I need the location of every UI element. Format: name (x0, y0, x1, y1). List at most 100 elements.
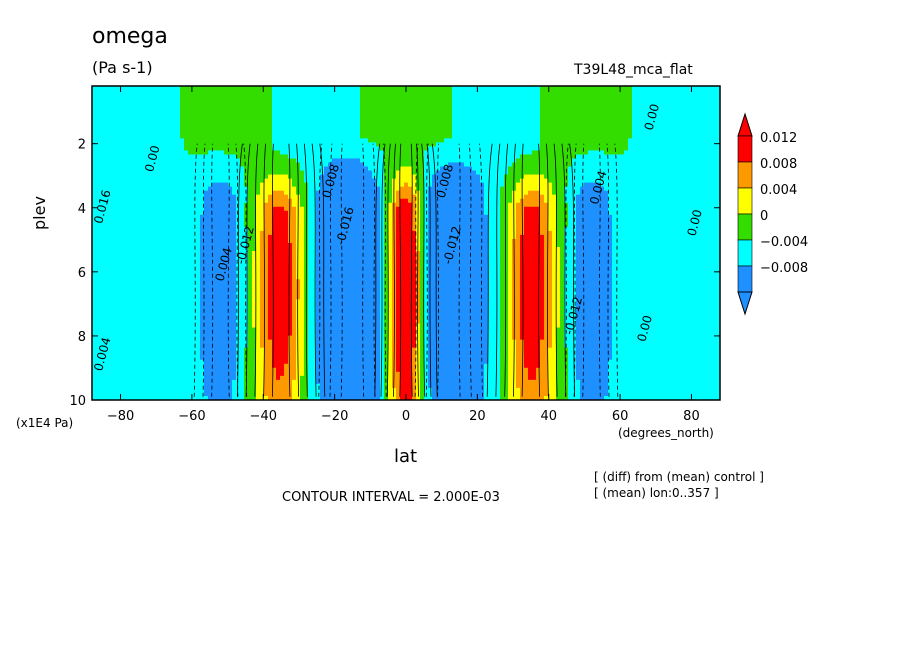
field-cell (128, 98, 133, 103)
field-cell (160, 367, 165, 373)
field-cell (160, 154, 165, 159)
field-cell (136, 130, 141, 135)
field-cell (108, 371, 113, 377)
field-cell (240, 214, 245, 220)
field-cell (240, 182, 245, 188)
field-cell (180, 391, 185, 397)
field-cell (196, 206, 201, 212)
field-cell (312, 295, 317, 300)
field-cell (256, 371, 261, 377)
field-cell (244, 134, 249, 139)
field-cell (100, 230, 105, 236)
field-cell (260, 343, 265, 349)
field-cell (96, 146, 101, 151)
field-cell (304, 391, 309, 397)
field-cell (264, 122, 269, 127)
field-cell (120, 395, 125, 401)
field-cell (260, 335, 265, 341)
field-cell (284, 243, 289, 248)
field-cell (292, 170, 297, 175)
field-cell (256, 106, 261, 111)
field-cell (232, 355, 237, 361)
field-cell (176, 387, 181, 393)
field-cell (208, 299, 213, 304)
field-cell (104, 94, 109, 99)
field-cell (276, 186, 281, 192)
chart-title: omega (92, 24, 168, 49)
field-cell (184, 271, 189, 276)
field-cell (248, 226, 253, 232)
field-cell (136, 391, 141, 397)
field-cell (196, 303, 201, 308)
field-cell (264, 315, 269, 320)
field-cell (256, 170, 261, 175)
field-cell (92, 90, 97, 95)
field-cell (132, 379, 137, 385)
field-cell (160, 259, 165, 264)
field-cell (172, 90, 177, 95)
field-cell (112, 130, 117, 135)
field-cell (176, 94, 181, 99)
field-cell (324, 251, 329, 256)
field-cell (132, 303, 137, 308)
field-cell (180, 174, 185, 179)
field-cell (204, 311, 209, 316)
field-cell (244, 154, 249, 159)
field-cell (260, 170, 265, 175)
field-cell (216, 263, 221, 268)
field-cell (276, 98, 281, 103)
field-cell (220, 198, 225, 204)
field-cell (276, 110, 281, 115)
field-cell (248, 182, 253, 188)
field-cell (212, 218, 217, 224)
field-cell (204, 367, 209, 373)
field-cell (292, 194, 297, 200)
field-cell (244, 126, 249, 131)
field-cell (136, 311, 141, 316)
field-cell (240, 375, 245, 381)
field-cell (328, 303, 333, 308)
field-cell (196, 110, 201, 115)
field-cell (288, 154, 293, 159)
field-cell (280, 94, 285, 99)
field-cell (144, 295, 149, 300)
field-cell (336, 283, 341, 288)
field-cell (196, 222, 201, 228)
field-cell (272, 102, 277, 107)
field-cell (276, 307, 281, 312)
field-cell (196, 230, 201, 236)
field-cell (196, 327, 201, 332)
field-cell (132, 351, 137, 357)
field-cell (300, 166, 305, 171)
field-cell (280, 154, 285, 159)
field-cell (188, 319, 193, 324)
field-cell (196, 287, 201, 292)
field-cell (284, 287, 289, 292)
field-cell (168, 367, 173, 373)
field-cell (208, 214, 213, 220)
field-cell (260, 371, 265, 377)
field-cell (164, 307, 169, 312)
field-cell (340, 311, 345, 316)
field-cell (160, 150, 165, 155)
field-cell (124, 299, 129, 304)
field-cell (220, 275, 225, 280)
field-cell (332, 166, 337, 171)
field-cell (268, 379, 273, 385)
field-cell (112, 331, 117, 336)
field-cell (248, 379, 253, 385)
field-cell (140, 335, 145, 341)
field-cell (188, 327, 193, 332)
field-cell (164, 343, 169, 349)
field-cell (320, 114, 325, 119)
field-cell (224, 247, 229, 252)
field-cell (260, 347, 265, 353)
field-cell (136, 367, 141, 373)
field-cell (192, 210, 197, 216)
field-cell (308, 218, 313, 224)
field-cell (272, 230, 277, 236)
field-cell (176, 283, 181, 288)
field-cell (192, 251, 197, 256)
field-cell (328, 150, 333, 155)
field-cell (244, 307, 249, 312)
